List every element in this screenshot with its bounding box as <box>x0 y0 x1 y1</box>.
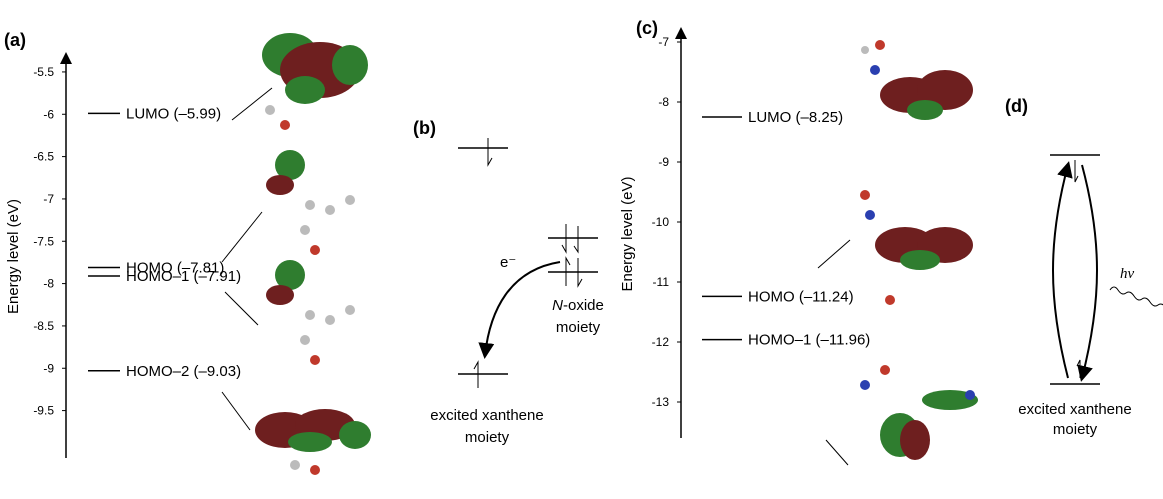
y-tick-label: -10 <box>652 215 670 229</box>
level-name: LUMO <box>126 105 169 122</box>
panel-label: (c) <box>636 18 658 38</box>
donor-label-rest: -oxide <box>563 297 604 314</box>
y-tick-label: -9 <box>658 155 669 169</box>
acceptor-label: moiety <box>1053 421 1098 438</box>
electron-label: e⁻ <box>500 254 516 271</box>
level-label: LUMO (–8.25) <box>748 109 843 126</box>
orbital-images <box>255 33 978 475</box>
donor-label: N-oxide <box>552 297 604 314</box>
figure: (b) e⁻ N-oxide moiety excited xanthene m… <box>0 0 1163 494</box>
y-tick-label: -5.5 <box>33 65 54 79</box>
level-name: HOMO–1 <box>126 268 189 285</box>
level-value: –5.99 <box>179 105 217 122</box>
level-name: HOMO–2 <box>126 363 189 380</box>
panel-text: (b) e⁻ N-oxide moiety excited xanthene m… <box>413 96 1135 446</box>
y-tick-label: -7 <box>43 192 54 206</box>
panel-d <box>1050 155 1163 384</box>
y-tick-label: -6.5 <box>33 150 54 164</box>
panel-label: (b) <box>413 118 436 138</box>
donor-label-n: N <box>552 297 563 314</box>
panel-label: (d) <box>1005 96 1028 116</box>
panel-label: (a) <box>4 30 26 50</box>
panel-b <box>458 138 598 388</box>
y-tick-label: -8 <box>43 277 54 291</box>
y-tick-label: -8.5 <box>33 319 54 333</box>
level-name: LUMO <box>748 109 791 126</box>
level-name: HOMO–1 <box>748 332 811 349</box>
acceptor-label: excited xanthene <box>430 407 543 424</box>
level-value: –11.24 <box>804 288 849 305</box>
level-label: LUMO (–5.99) <box>126 105 221 122</box>
y-tick-label: -7.5 <box>33 234 54 248</box>
y-tick-label: -9.5 <box>33 404 54 418</box>
y-tick-label: -13 <box>652 395 670 409</box>
y-axis-label: Energy level (eV) <box>5 199 22 314</box>
acceptor-label: moiety <box>465 429 510 446</box>
level-value: –11.96 <box>821 332 866 349</box>
level-label: HOMO (–11.24) <box>748 288 854 305</box>
donor-label: moiety <box>556 319 601 336</box>
level-value: –8.25 <box>801 109 839 126</box>
level-value: –9.03 <box>199 363 237 380</box>
y-tick-label: -12 <box>652 335 670 349</box>
level-value: –7.91 <box>199 268 237 285</box>
photon-label: hν <box>1120 266 1135 282</box>
level-label: HOMO–1 (–11.96) <box>748 332 870 349</box>
y-tick-label: -8 <box>658 95 669 109</box>
level-label: HOMO–1 (–7.91) <box>126 268 241 285</box>
page: (b) e⁻ N-oxide moiety excited xanthene m… <box>0 0 1163 499</box>
acceptor-label: excited xanthene <box>1018 401 1131 418</box>
y-tick-label: -6 <box>43 107 54 121</box>
y-tick-label: -7 <box>658 35 669 49</box>
y-axis-label: Energy level (eV) <box>619 176 636 291</box>
level-name: HOMO <box>748 288 795 305</box>
y-tick-label: -9 <box>43 361 54 375</box>
level-label: HOMO–2 (–9.03) <box>126 363 241 380</box>
y-tick-label: -11 <box>653 275 670 289</box>
